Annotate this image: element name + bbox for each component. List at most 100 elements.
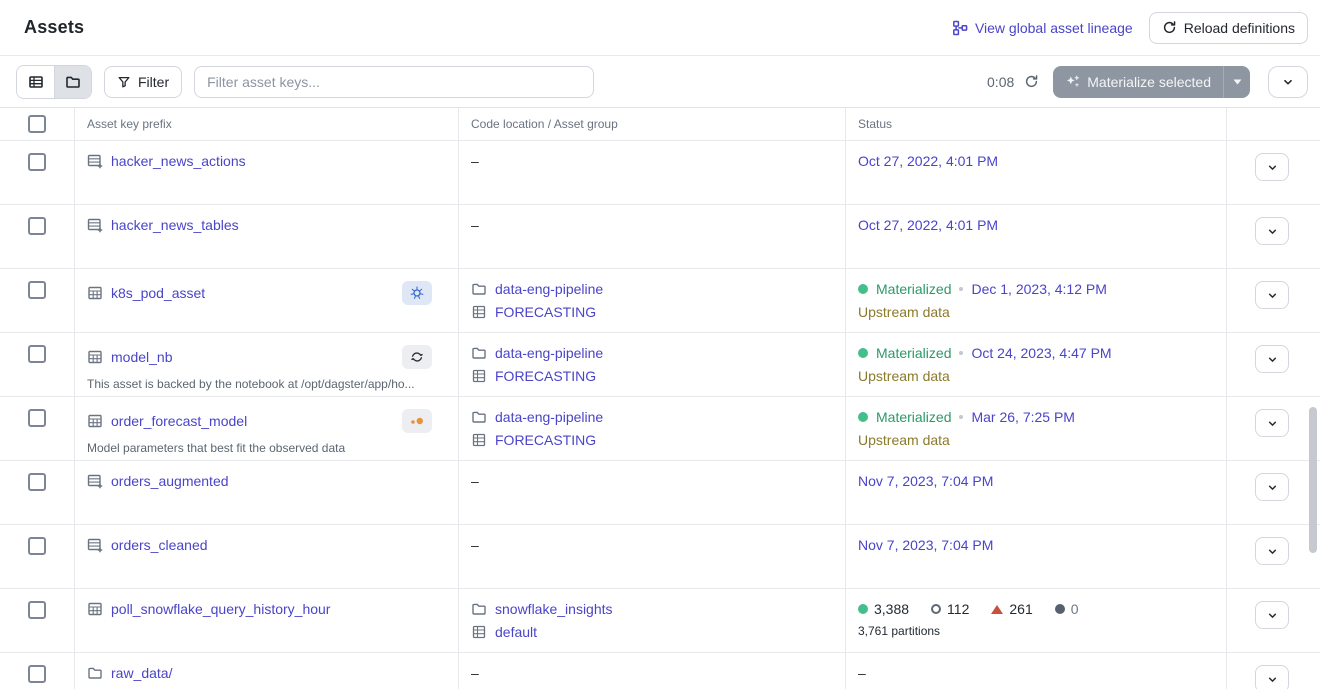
empty-value: – (471, 473, 479, 489)
flat-view-toggle-button[interactable] (17, 65, 54, 98)
asset-description: This asset is backed by the notebook at … (87, 377, 415, 391)
upstream-data-label: Upstream data (858, 432, 950, 448)
failed-count: 261 (991, 601, 1033, 617)
more-actions-button[interactable] (1268, 65, 1308, 98)
row-expand-button[interactable] (1255, 665, 1289, 689)
materialization-date-link[interactable]: Nov 7, 2023, 7:04 PM (858, 473, 994, 489)
asset-key-link[interactable]: orders_cleaned (111, 537, 208, 553)
folder-icon (471, 409, 487, 425)
asset-key-link[interactable]: k8s_pod_asset (111, 285, 206, 301)
status-materialized-label: Materialized (876, 281, 952, 297)
code-location-link[interactable]: data-eng-pipeline (495, 281, 604, 297)
materialization-date-link[interactable]: Mar 26, 7:25 PM (971, 409, 1075, 425)
row-checkbox[interactable] (28, 537, 46, 555)
chevron-down-icon (1266, 289, 1279, 302)
asset-group-link[interactable]: FORECASTING (495, 432, 597, 448)
row-expand-button[interactable] (1255, 601, 1289, 629)
chevron-down-icon (1266, 225, 1279, 238)
view-global-asset-lineage-link[interactable]: View global asset lineage (952, 20, 1133, 36)
asset-group-link[interactable]: FORECASTING (495, 304, 597, 320)
asset-key-link[interactable]: hacker_news_actions (111, 153, 246, 169)
table-row: orders_cleaned – Nov 7, 2023, 7:04 PM (0, 525, 1320, 589)
table-row: k8s_pod_asset data-eng-pipeline FORECASTI… (0, 269, 1320, 333)
chevron-down-icon (1266, 417, 1279, 430)
filter-button[interactable]: Filter (104, 65, 183, 98)
row-expand-button[interactable] (1255, 217, 1289, 245)
triangle-up-icon (991, 604, 1004, 614)
row-expand-button[interactable] (1255, 537, 1289, 565)
materialization-date-link[interactable]: Oct 27, 2022, 4:01 PM (858, 153, 999, 169)
asset-key-link[interactable]: model_nb (111, 349, 173, 365)
code-location-link[interactable]: snowflake_insights (495, 601, 613, 617)
materialization-date-link[interactable]: Nov 7, 2023, 7:04 PM (858, 537, 994, 553)
row-checkbox[interactable] (28, 409, 46, 427)
row-checkbox[interactable] (28, 153, 46, 171)
asset-group-link[interactable]: default (495, 624, 538, 640)
row-checkbox[interactable] (28, 345, 46, 363)
asset-group-icon (471, 624, 487, 640)
table-row: poll_snowflake_query_history_hour snowfl… (0, 589, 1320, 653)
table-header: Asset key prefix Code location / Asset g… (0, 107, 1320, 141)
table-row: model_nb This asset is backed by the not… (0, 333, 1320, 397)
materialize-selected-button[interactable]: Materialize selected (1053, 66, 1223, 98)
code-location-link[interactable]: data-eng-pipeline (495, 345, 604, 361)
asset-key-link[interactable]: orders_augmented (111, 473, 229, 489)
materialization-date-link[interactable]: Oct 24, 2023, 4:47 PM (971, 345, 1112, 361)
row-checkbox[interactable] (28, 665, 46, 683)
refresh-button[interactable] (1024, 74, 1039, 89)
chevron-down-icon (1266, 161, 1279, 174)
sync-icon (402, 345, 432, 369)
empty-value: – (471, 153, 479, 169)
page-title: Assets (24, 17, 85, 37)
folder-view-toggle-button[interactable] (54, 65, 91, 98)
materialization-date-link[interactable]: Oct 27, 2022, 4:01 PM (858, 217, 999, 233)
table-plus-icon (87, 217, 103, 233)
filter-funnel-icon (117, 75, 131, 89)
jupyter-icon (402, 409, 432, 433)
asset-key-link[interactable]: hacker_news_tables (111, 217, 239, 233)
empty-value: – (471, 537, 479, 553)
folder-icon (471, 281, 487, 297)
folder-icon (471, 601, 487, 617)
circle-outline-icon (931, 604, 942, 614)
partitions-count-label: 3,761 partitions (858, 624, 941, 638)
assets-toolbar: Filter 0:08 Materialize (0, 56, 1320, 107)
row-checkbox[interactable] (28, 281, 46, 299)
folder-view-icon (65, 74, 81, 90)
select-all-checkbox[interactable] (28, 115, 46, 133)
filter-asset-keys-input[interactable] (194, 65, 595, 98)
table-row: hacker_news_actions – Oct 27, 2022, 4:01… (0, 141, 1320, 205)
separator-dot-icon (959, 415, 964, 419)
chevron-down-icon (1266, 353, 1279, 366)
row-expand-button[interactable] (1255, 345, 1289, 373)
asset-key-link[interactable]: order_forecast_model (111, 413, 248, 429)
chevron-down-icon (1281, 75, 1295, 89)
asset-group-link[interactable]: FORECASTING (495, 368, 597, 384)
asset-key-link[interactable]: raw_data/ (111, 665, 173, 681)
table-row: order_forecast_model Model parameters th… (0, 397, 1320, 461)
materialize-selected-split-button: Materialize selected (1053, 65, 1250, 98)
row-checkbox[interactable] (28, 601, 46, 619)
asset-group-icon (471, 304, 487, 320)
row-expand-button[interactable] (1255, 409, 1289, 437)
code-location-link[interactable]: data-eng-pipeline (495, 409, 604, 425)
caret-down-icon (1233, 79, 1242, 85)
row-expand-button[interactable] (1255, 153, 1289, 181)
row-expand-button[interactable] (1255, 473, 1289, 501)
empty-value: – (471, 665, 479, 681)
table-row: hacker_news_tables – Oct 27, 2022, 4:01 … (0, 205, 1320, 269)
row-checkbox[interactable] (28, 473, 46, 491)
row-expand-button[interactable] (1255, 281, 1289, 309)
vertical-scrollbar[interactable] (1309, 407, 1317, 553)
materialized-count: 3,388 (858, 601, 909, 617)
table-plus-icon (87, 473, 103, 489)
chevron-down-icon (1266, 545, 1279, 558)
asset-key-link[interactable]: poll_snowflake_query_history_hour (111, 601, 331, 617)
materialization-date-link[interactable]: Dec 1, 2023, 4:12 PM (971, 281, 1107, 297)
view-mode-toggle (16, 64, 92, 99)
missing-count: 112 (931, 601, 969, 617)
other-count: 0 (1054, 601, 1079, 617)
materialize-options-caret-button[interactable] (1223, 65, 1250, 98)
row-checkbox[interactable] (28, 217, 46, 235)
reload-definitions-button[interactable]: Reload definitions (1148, 11, 1308, 44)
